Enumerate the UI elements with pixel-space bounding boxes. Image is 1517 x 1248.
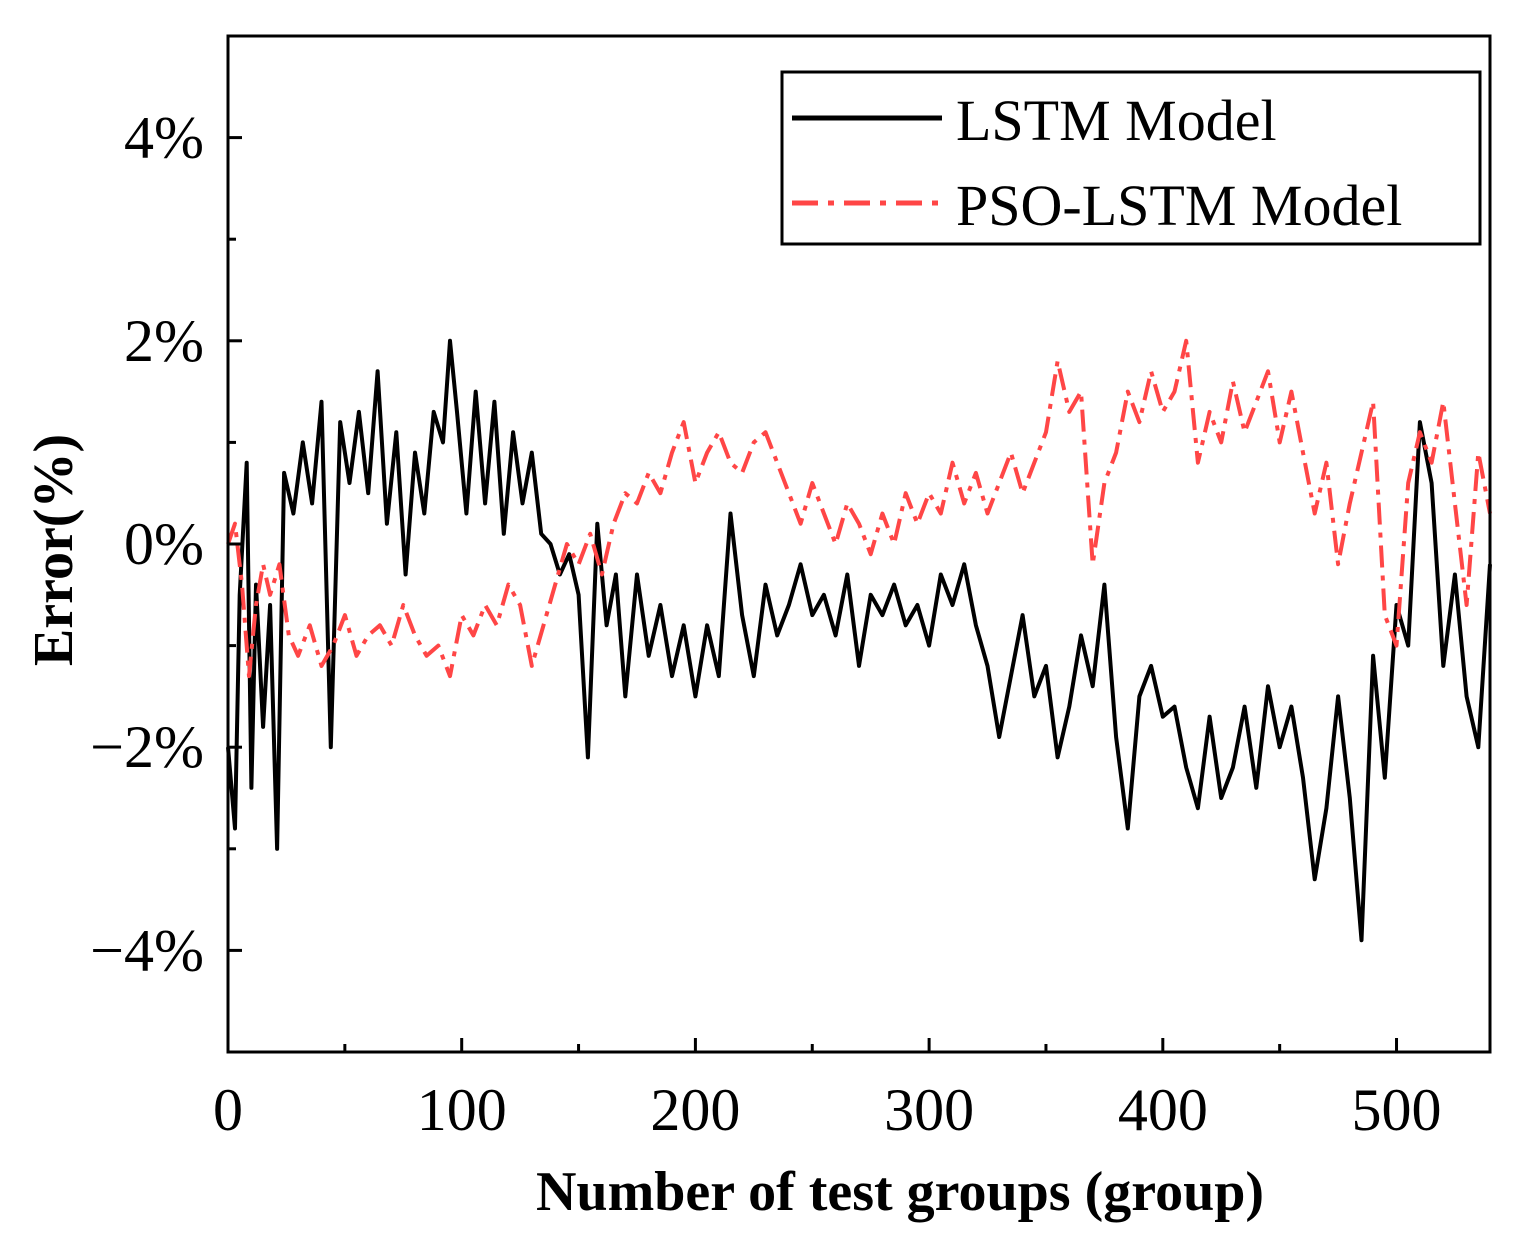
y-tick-label: 2% (124, 308, 204, 374)
legend-box (780, 70, 1482, 246)
y-axis-title: Error(%) (23, 434, 85, 666)
x-tick-label: 200 (650, 1077, 740, 1143)
legend-label-lstm: LSTM Model (956, 88, 1277, 153)
series-line-pso-lstm (226, 338, 1492, 679)
x-tick-label: 100 (417, 1077, 507, 1143)
series-line-lstm (226, 338, 1492, 943)
legend: LSTM Model PSO-LSTM Model (780, 70, 1482, 246)
x-tick-label: 400 (1118, 1077, 1208, 1143)
y-tick-label: 0% (124, 511, 204, 577)
x-axis-ticks: 0 100 200 300 400 500 (213, 1038, 1442, 1143)
x-tick-label: 500 (1352, 1077, 1442, 1143)
x-tick-label: 0 (213, 1077, 243, 1143)
x-tick-label: 300 (884, 1077, 974, 1143)
y-tick-label: −4% (90, 917, 204, 983)
legend-label-pso-lstm: PSO-LSTM Model (956, 173, 1402, 238)
x-axis-title: Number of test groups (group) (536, 1161, 1264, 1223)
series-layer (226, 338, 1492, 943)
y-tick-label: −2% (90, 714, 204, 780)
y-tick-label: 4% (124, 105, 204, 171)
y-axis-ticks: −4% −2% 0% 2% 4% (90, 34, 242, 1054)
